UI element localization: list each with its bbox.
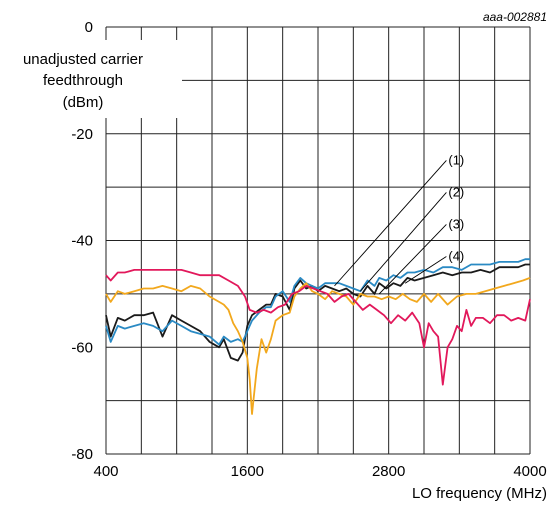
y-tick-labels: 0 -20 -40 -60 -80 [71, 19, 93, 463]
x-tick-labels: 400 1600 2800 4000 [93, 463, 546, 480]
x-tick-label: 1600 [231, 463, 264, 480]
callout-label-3: (3) [448, 216, 464, 231]
y-axis-label-line-3: (dBm) [63, 94, 104, 111]
figure-code: aaa-002881 [483, 10, 547, 24]
callout-leader-line-3 [378, 224, 447, 295]
y-tick-label: -20 [71, 126, 93, 143]
series-group [105, 258, 531, 415]
callout-label-4: (4) [448, 249, 464, 264]
callout-leader-line-1 [334, 160, 447, 287]
series-line-4 [105, 268, 531, 386]
series-line-3 [105, 277, 531, 415]
x-tick-label: 2800 [372, 463, 405, 480]
y-axis-label-line-2: feedthrough [43, 72, 123, 89]
callout-leader-line-2 [360, 192, 447, 292]
callout-labels: (1) (2) (3) (4) [448, 152, 464, 263]
y-tick-label: 0 [85, 19, 93, 36]
y-tick-label: -80 [71, 446, 93, 463]
grid [105, 26, 531, 455]
y-axis-label: unadjusted carrier feedthrough (dBm) [23, 51, 143, 111]
callout-label-2: (2) [448, 184, 464, 199]
x-tick-label: 400 [93, 463, 118, 480]
series-line-2 [105, 258, 530, 346]
callout-label-1: (1) [448, 152, 464, 167]
y-tick-label: -60 [71, 339, 93, 356]
y-tick-label: -40 [71, 233, 93, 250]
x-tick-label: 4000 [513, 463, 546, 480]
y-axis-label-background [8, 40, 182, 118]
x-axis-label: LO frequency (MHz) [412, 485, 547, 502]
y-axis-label-line-1: unadjusted carrier [23, 51, 143, 68]
callout-lines [334, 160, 447, 295]
callout-leader-line-4 [404, 256, 447, 284]
